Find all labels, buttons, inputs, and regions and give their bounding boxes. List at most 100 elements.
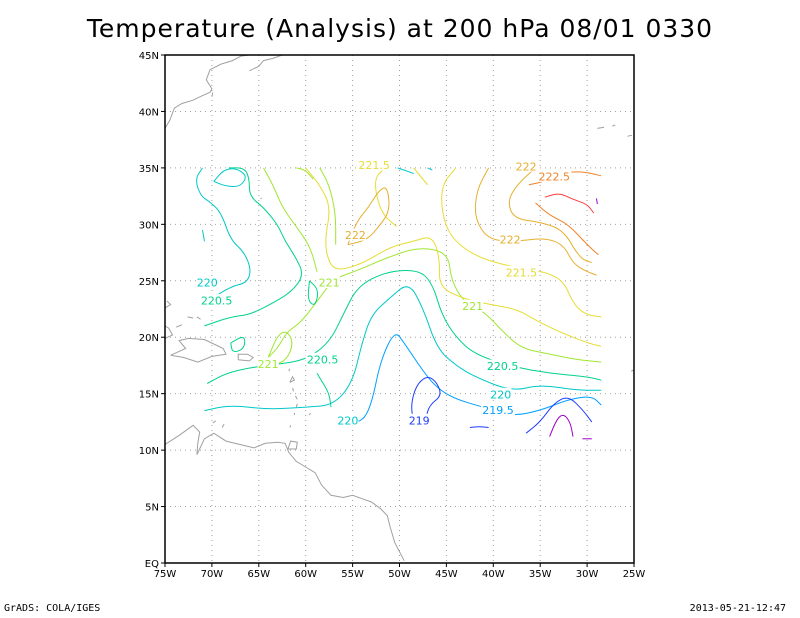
coastline — [309, 412, 311, 416]
axis-ticks: 75W 70W 65W 60W 55W 50W 45W 40W 35W 30W 25W EQ 5N 10N… — [139, 51, 646, 580]
lon-tick-label: 70W — [201, 569, 224, 580]
contour-line — [347, 334, 602, 423]
contour-label-bg — [480, 403, 515, 416]
coastline — [237, 353, 255, 362]
map-frame — [164, 54, 635, 564]
contour-label: 221.5 — [506, 266, 538, 279]
contour-label-bg — [408, 413, 430, 426]
lon-tick-label: 50W — [388, 569, 411, 580]
lat-tick-label: 45N — [139, 51, 159, 62]
contour-label-bg — [490, 387, 512, 400]
contour-line — [596, 198, 598, 205]
lat-tick-label: 5N — [145, 503, 159, 514]
contour-label-bg — [515, 159, 537, 172]
coastline — [295, 403, 298, 408]
contour-line — [204, 286, 602, 412]
contour-line — [204, 167, 302, 327]
contour-line — [549, 414, 574, 437]
contour-label: 221 — [319, 277, 340, 290]
coastline — [165, 325, 174, 339]
contour-line — [230, 336, 246, 352]
coastline — [289, 425, 292, 428]
contour-label: 219 — [409, 414, 430, 427]
contour-line — [263, 248, 602, 363]
contour-label-bg — [357, 158, 392, 171]
contour-line — [508, 167, 592, 264]
coastline — [597, 126, 605, 129]
contour-label-bg — [337, 413, 359, 426]
coastline — [176, 324, 183, 328]
contour-line — [469, 426, 489, 428]
contour-label: 220 — [490, 388, 511, 401]
contour-line — [441, 167, 602, 318]
contour-line — [413, 167, 428, 186]
lon-tick-label: 40W — [482, 569, 505, 580]
contour-label: 222 — [500, 234, 521, 247]
contour-line — [535, 202, 599, 256]
contour-label: 222.5 — [539, 170, 571, 183]
contour-label: 222 — [516, 160, 537, 173]
footer-timestamp: 2013-05-21-12:47 — [689, 603, 786, 614]
contour-line — [307, 280, 318, 305]
contour-label-bg — [537, 169, 572, 182]
coastline — [165, 300, 172, 309]
coastline — [196, 316, 201, 320]
coastline — [260, 197, 262, 200]
lat-tick-label: 15N — [139, 390, 159, 401]
lat-tick-label: 35N — [139, 164, 159, 175]
contour-label-bg — [199, 294, 234, 307]
lat-tick-label: 20N — [139, 333, 159, 344]
coastline — [294, 395, 298, 400]
contour-line — [347, 187, 390, 246]
coastline — [287, 440, 298, 450]
lon-tick-label: 45W — [435, 569, 458, 580]
footer-credit: GrADS: COLA/IGES — [4, 603, 101, 614]
contour-label-bg — [504, 265, 539, 278]
lat-tick-label: 10N — [139, 446, 159, 457]
contour-label-bg — [305, 352, 340, 365]
contour-label-bg — [196, 276, 218, 289]
contour-line — [202, 229, 205, 242]
contour-line — [267, 331, 293, 366]
coastline — [249, 55, 283, 72]
contour-label: 220 — [197, 277, 218, 290]
temperature-contours — [196, 167, 602, 440]
coastline — [211, 92, 214, 97]
lon-tick-label: 60W — [294, 569, 317, 580]
lat-tick-label: EQ — [145, 559, 159, 570]
lon-tick-label: 75W — [154, 569, 177, 580]
coastline — [187, 316, 194, 319]
coastline — [289, 375, 296, 383]
lon-tick-label: 25W — [623, 569, 646, 580]
contour-label: 221 — [258, 358, 279, 371]
coastlines — [165, 55, 634, 561]
contour-line — [213, 168, 246, 188]
contour-line — [263, 167, 318, 272]
lon-tick-label: 30W — [576, 569, 599, 580]
contour-label: 220.5 — [487, 360, 519, 373]
lat-tick-label: 30N — [139, 220, 159, 231]
contour-line — [525, 397, 593, 434]
coastline — [212, 420, 217, 424]
contour-label: 220.5 — [201, 295, 233, 308]
map-title: Temperature (Analysis) at 200 hPa 08/01 … — [86, 14, 714, 43]
lon-tick-label: 35W — [529, 569, 552, 580]
coastline — [221, 423, 225, 428]
contour-label: 221.5 — [358, 159, 390, 172]
contour-line — [411, 377, 441, 422]
coastline — [170, 337, 227, 363]
contour-line — [544, 193, 595, 214]
contour-line — [319, 167, 337, 245]
contour-label-bg — [499, 233, 521, 246]
contour-label: 221 — [462, 300, 483, 313]
contour-line — [296, 167, 314, 180]
contour-line — [316, 373, 332, 408]
coastline — [165, 424, 405, 561]
contour-label-bg — [462, 299, 484, 312]
contour-label-bg — [344, 228, 367, 241]
coastline — [292, 387, 294, 392]
contour-label-bg — [257, 357, 279, 370]
contour-label-bg — [318, 276, 340, 289]
